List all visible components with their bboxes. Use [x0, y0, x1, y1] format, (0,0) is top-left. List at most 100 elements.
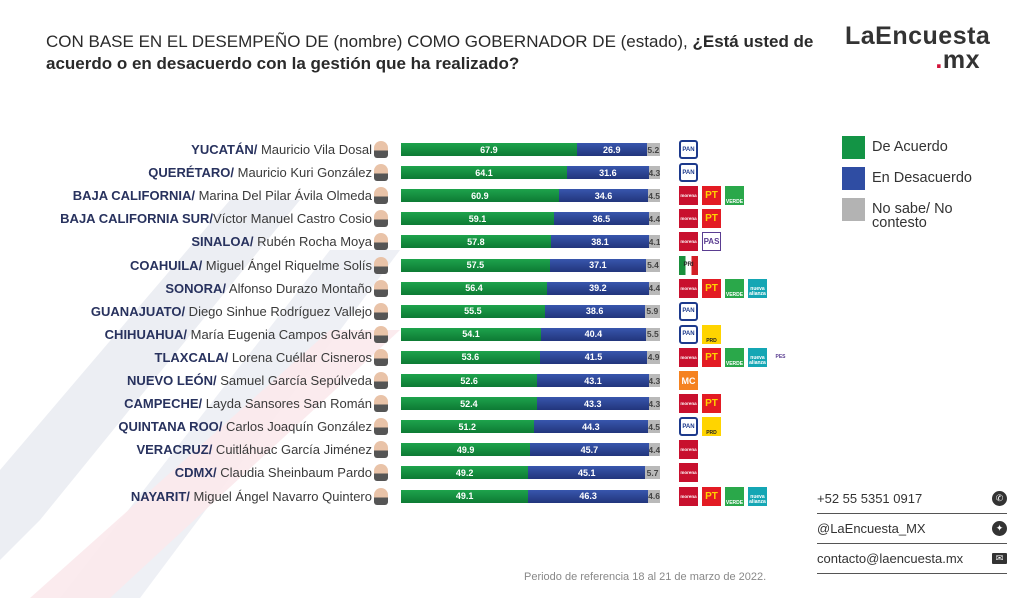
legend-label: En Desacuerdo — [872, 170, 972, 186]
party-logo-pan: PAN — [679, 163, 698, 183]
bar-segment-desacuerdo: 26.9 — [576, 143, 647, 156]
governor-photo — [374, 372, 388, 389]
bar-segment-no-sabe: 5.5 — [645, 327, 660, 341]
title-plain: CON BASE EN EL DESEMPEÑO DE (nombre) COM… — [46, 32, 693, 51]
party-logo-pt: PT — [702, 394, 721, 414]
bar-segment-no-sabe: 4.3 — [648, 397, 660, 411]
party-logo-pt: PT — [702, 278, 721, 298]
party-logo-pri: PRI — [679, 255, 698, 275]
bar-segment-acuerdo: 55.5 — [401, 304, 545, 318]
governor-photo — [374, 187, 388, 205]
party-logo-morena: morena — [679, 463, 698, 483]
contact-email: contacto@laencuesta.mx ✉ — [817, 544, 1007, 574]
party-logo-pes: PES — [771, 347, 790, 367]
stacked-bar: 56.4 39.2 4.4 — [401, 281, 660, 295]
governor-photo — [374, 141, 388, 158]
party-logo-pan: PAN — [679, 417, 698, 437]
chart-row: QUINTANA ROO/ Carlos Joaquín González 51.… — [0, 417, 1024, 437]
state-name: NUEVO LEÓN/ — [127, 373, 217, 388]
bar-segment-acuerdo: 49.9 — [401, 443, 531, 457]
twitter-icon: ✦ — [992, 521, 1007, 536]
bar-segment-desacuerdo: 37.1 — [549, 258, 646, 272]
chart-row: CAMPECHE/ Layda Sansores San Román 52.4 43… — [0, 394, 1024, 414]
bar-segment-desacuerdo: 45.1 — [528, 466, 646, 480]
governor-name: Víctor Manuel Castro Cosio — [213, 211, 372, 227]
state-name: COAHUILA/ — [129, 257, 203, 273]
governor-photo — [374, 487, 388, 505]
logo-suffix: mx — [942, 46, 980, 74]
bar-segment-desacuerdo: 38.1 — [550, 235, 650, 249]
bar-segment-acuerdo: 56.4 — [401, 281, 548, 295]
bar-segment-no-sabe: 4.3 — [648, 166, 660, 180]
bar-segment-desacuerdo: 43.1 — [537, 374, 649, 387]
legend-label: De Acuerdo — [872, 139, 948, 155]
governor-photo — [374, 256, 388, 274]
bar-segment-no-sabe: 4.9 — [647, 350, 660, 364]
party-logo-na: nueva alianza — [748, 347, 767, 367]
bar-segment-acuerdo: 49.1 — [401, 489, 529, 503]
party-logo-verde: VERDE — [725, 278, 744, 298]
party-logo-pt: PT — [702, 209, 721, 229]
party-logos: MC — [679, 371, 698, 390]
chart-row: TLAXCALA/ Lorena Cuéllar Cisneros 53.6 41.… — [0, 347, 1024, 368]
row-label: NAYARIT/ Miguel Ángel Navarro Quintero — [131, 489, 372, 504]
title-question: ¿Está usted de acuerdo o en desacuerdo c… — [46, 32, 814, 73]
governor-name: María Eugenia Campos Galván — [187, 326, 372, 342]
chart-row: CDMX/ Claudia Sheinbaum Pardo 49.2 45.1 5.7… — [0, 463, 1024, 483]
stacked-bar: 64.1 31.6 4.3 — [401, 166, 660, 180]
bar-segment-no-sabe: 4.1 — [649, 235, 660, 249]
party-logo-pan: PAN — [679, 301, 698, 321]
chart-row: SINALOA/ Rubén Rocha Moya 57.8 38.1 4.1 more… — [0, 232, 1024, 252]
party-logos: morena PT VERDE — [679, 186, 744, 206]
stacked-bar: 59.1 36.5 4.4 — [401, 212, 660, 226]
governor-photo — [374, 348, 388, 366]
governor-photo — [374, 210, 388, 228]
party-logo-morena: morena — [679, 394, 698, 414]
governor-name: Diego Sinhue Rodríguez Vallejo — [185, 303, 372, 319]
party-logos: morena — [679, 463, 698, 483]
party-logo-pt: PT — [702, 486, 721, 506]
party-logos: PRI — [679, 255, 698, 275]
governor-name: Claudia Sheinbaum Pardo — [216, 465, 372, 481]
row-label: QUERÉTARO/ Mauricio Kuri González — [148, 165, 372, 180]
governor-photo — [374, 164, 388, 182]
row-label: SONORA/ Alfonso Durazo Montaño — [165, 281, 372, 296]
state-name: BAJA CALIFORNIA/ — [72, 188, 195, 204]
state-name: CHIHUAHUA/ — [104, 326, 188, 342]
bar-segment-acuerdo: 52.4 — [401, 397, 537, 411]
state-name: CAMPECHE/ — [124, 396, 203, 412]
party-logo-pt: PT — [702, 347, 721, 367]
party-logo-morena: morena — [679, 486, 698, 506]
party-logo-morena: morena — [679, 232, 698, 252]
reference-period: Periodo de referencia 18 al 21 de marzo … — [524, 571, 767, 583]
chart-row: CHIHUAHUA/ María Eugenia Campos Galván 54… — [0, 324, 1024, 345]
contact-text: +52 55 5351 0917 — [817, 491, 923, 506]
state-name: VERACRUZ/ — [136, 442, 213, 458]
governor-photo — [374, 418, 388, 436]
bar-segment-no-sabe: 4.4 — [648, 281, 660, 295]
row-label: CAMPECHE/ Layda Sansores San Román — [124, 396, 372, 411]
chart-row: NAYARIT/ Miguel Ángel Navarro Quintero 49… — [0, 486, 1024, 507]
bar-segment-desacuerdo: 34.6 — [558, 189, 649, 203]
party-logos: PAN — [679, 140, 698, 159]
bar-segment-acuerdo: 67.9 — [401, 143, 577, 156]
state-name: CDMX/ — [174, 465, 217, 481]
brand-logo: LaEncuesta .mx — [845, 24, 990, 74]
state-name: QUINTANA ROO/ — [118, 419, 223, 435]
party-logos: morena PT — [679, 394, 721, 414]
party-logos: morena — [679, 440, 698, 460]
bar-segment-desacuerdo: 31.6 — [567, 166, 649, 180]
bar-segment-acuerdo: 57.5 — [401, 258, 550, 272]
party-logo-morena: morena — [679, 347, 698, 367]
party-logo-verde: VERDE — [725, 347, 744, 367]
bar-segment-no-sabe: 5.9 — [644, 304, 660, 318]
contact-twitter: @LaEncuesta_MX ✦ — [817, 514, 1007, 544]
bar-segment-no-sabe: 4.5 — [648, 189, 660, 203]
bar-segment-acuerdo: 54.1 — [401, 327, 542, 341]
row-label: BAJA CALIFORNIA SUR/Víctor Manuel Castro… — [60, 211, 372, 226]
bar-segment-no-sabe: 4.3 — [648, 374, 660, 387]
legend: De Acuerdo En Desacuerdo No sabe/ No con… — [842, 136, 1002, 238]
state-name: BAJA CALIFORNIA SUR/ — [60, 211, 214, 227]
chart-row: GUANAJUATO/ Diego Sinhue Rodríguez Valle… — [0, 301, 1024, 322]
party-logos: PAN PRD — [679, 417, 721, 437]
